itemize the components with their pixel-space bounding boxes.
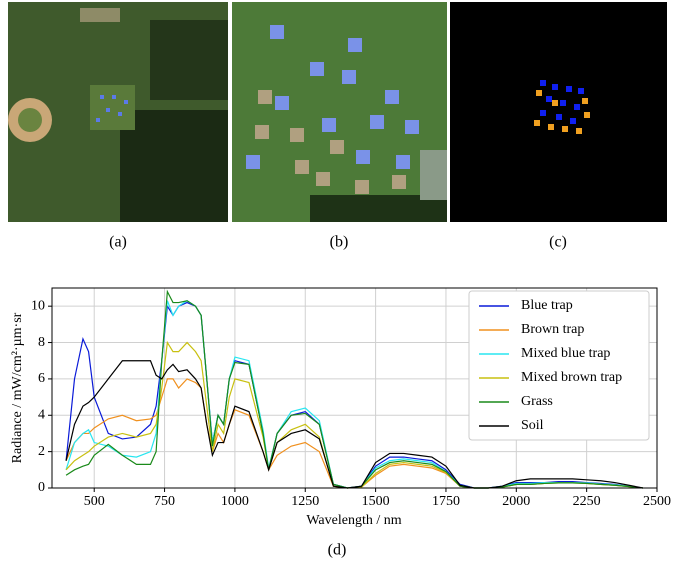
x-tick-label: 750: [154, 494, 175, 509]
caption: (a): [109, 234, 127, 251]
x-tick-label: 1250: [291, 494, 319, 509]
x-axis-label: Wavelength / nm: [306, 513, 401, 528]
figure: (a) (b) (c) (d) Wavelength / nm Radiance…: [0, 0, 673, 566]
legend-label: Mixed blue trap: [521, 346, 610, 361]
x-tick-label: 500: [84, 494, 105, 509]
x-tick-label: 2250: [573, 494, 601, 509]
legend-box: [469, 291, 649, 440]
y-tick-label: 10: [31, 298, 45, 313]
x-tick-label: 1500: [362, 494, 390, 509]
legend-label: Blue trap: [521, 298, 573, 313]
panel-b: [232, 2, 447, 222]
panel-c: [450, 2, 667, 222]
x-tick-label: 2500: [643, 494, 671, 509]
panel-a: [8, 2, 228, 222]
x-tick-label: 1750: [432, 494, 460, 509]
y-tick-label: 8: [38, 335, 45, 350]
y-tick-label: 4: [38, 407, 45, 422]
legend-label: Brown trap: [521, 322, 584, 337]
caption: (b): [330, 234, 349, 251]
x-tick-label: 2000: [502, 494, 530, 509]
legend-label: Mixed brown trap: [521, 370, 622, 385]
y-tick-label: 0: [38, 480, 45, 495]
caption: (d): [328, 542, 347, 559]
caption: (c): [549, 234, 567, 251]
legend-label: Soil: [521, 418, 544, 433]
legend-label: Grass: [521, 394, 553, 409]
y-axis-label: Radiance / mW/cm²·µm·sr: [10, 312, 25, 463]
y-tick-label: 2: [38, 444, 45, 459]
x-tick-label: 1000: [221, 494, 249, 509]
y-tick-label: 6: [38, 371, 45, 386]
